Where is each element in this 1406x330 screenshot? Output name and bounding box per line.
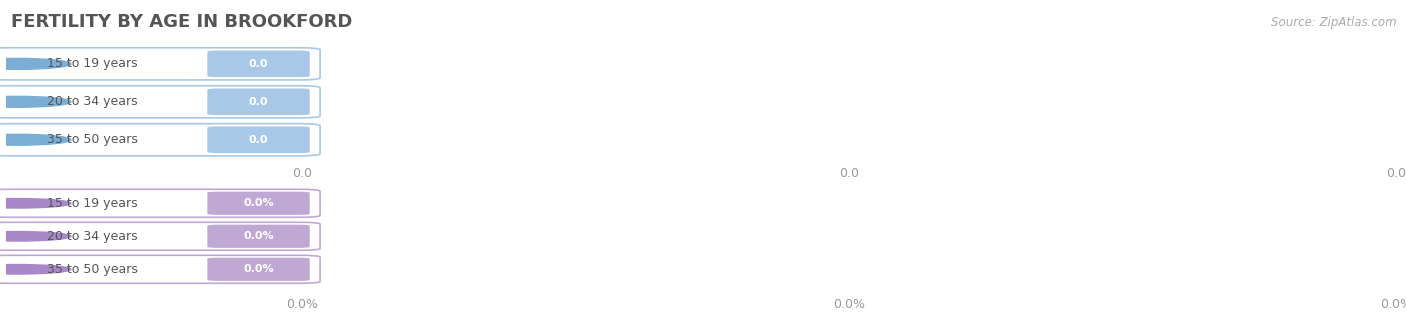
FancyBboxPatch shape xyxy=(207,88,309,115)
Text: 0.0: 0.0 xyxy=(292,167,312,180)
Text: 0.0%: 0.0% xyxy=(834,298,865,311)
FancyBboxPatch shape xyxy=(207,192,309,215)
Text: 0.0: 0.0 xyxy=(1386,167,1406,180)
Text: 0.0: 0.0 xyxy=(249,97,269,107)
Circle shape xyxy=(0,265,70,274)
FancyBboxPatch shape xyxy=(207,126,309,153)
FancyBboxPatch shape xyxy=(0,189,321,217)
Text: 20 to 34 years: 20 to 34 years xyxy=(48,95,138,108)
Text: 0.0%: 0.0% xyxy=(1381,298,1406,311)
FancyBboxPatch shape xyxy=(207,50,309,77)
FancyBboxPatch shape xyxy=(0,222,321,250)
Text: 35 to 50 years: 35 to 50 years xyxy=(48,263,138,276)
Text: 0.0%: 0.0% xyxy=(287,298,318,311)
Circle shape xyxy=(0,199,70,208)
Circle shape xyxy=(0,96,70,107)
Text: 15 to 19 years: 15 to 19 years xyxy=(48,197,138,210)
Text: 20 to 34 years: 20 to 34 years xyxy=(48,230,138,243)
FancyBboxPatch shape xyxy=(0,255,321,283)
Text: 35 to 50 years: 35 to 50 years xyxy=(48,133,138,146)
Text: 15 to 19 years: 15 to 19 years xyxy=(48,57,138,70)
FancyBboxPatch shape xyxy=(207,225,309,248)
Circle shape xyxy=(0,58,70,69)
Text: 0.0: 0.0 xyxy=(839,167,859,180)
FancyBboxPatch shape xyxy=(0,86,321,118)
FancyBboxPatch shape xyxy=(207,258,309,281)
Text: 0.0: 0.0 xyxy=(249,135,269,145)
Text: 0.0%: 0.0% xyxy=(243,231,274,241)
Text: 0.0: 0.0 xyxy=(249,59,269,69)
Text: FERTILITY BY AGE IN BROOKFORD: FERTILITY BY AGE IN BROOKFORD xyxy=(11,14,353,31)
Text: 0.0%: 0.0% xyxy=(243,198,274,208)
Circle shape xyxy=(0,232,70,241)
Text: 0.0%: 0.0% xyxy=(243,264,274,274)
FancyBboxPatch shape xyxy=(0,48,321,80)
Circle shape xyxy=(0,134,70,145)
FancyBboxPatch shape xyxy=(0,124,321,156)
Text: Source: ZipAtlas.com: Source: ZipAtlas.com xyxy=(1271,16,1396,29)
